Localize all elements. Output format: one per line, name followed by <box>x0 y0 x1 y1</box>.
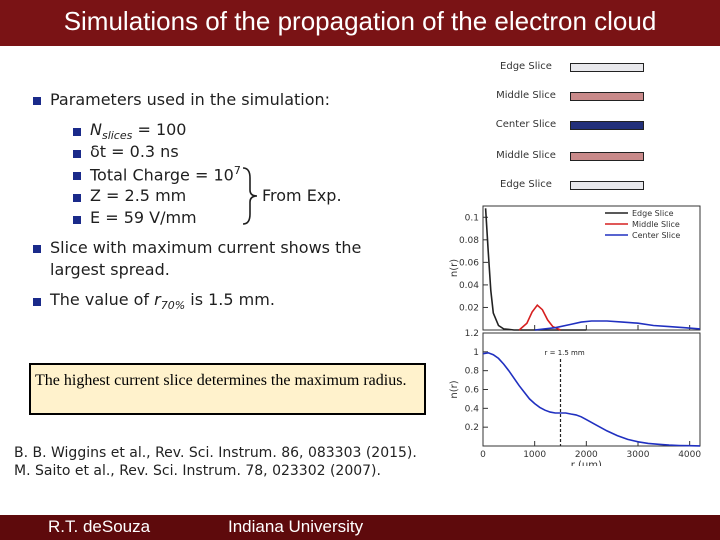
y-axis-label: n(r) <box>449 380 460 398</box>
y-tick-label: 0.1 <box>465 213 479 223</box>
density-charts: 0.1 0.08 0.06 0.04 0.02 n(r) Edge Slice Middle … <box>449 205 701 466</box>
bullet-marker <box>73 216 81 224</box>
y-tick-label: 0.06 <box>459 258 479 268</box>
y-axis-label: n(r) <box>449 259 460 277</box>
reference-2: M. Saito et al., Rev. Sci. Instrum. 78, … <box>14 463 381 479</box>
bullet-marker <box>73 128 81 136</box>
slice-legend: Edge Slice Middle Slice Center Slice Mid… <box>490 55 660 195</box>
x-tick-label: 4000 <box>678 450 701 460</box>
slice-bar-edge <box>570 181 644 190</box>
brace-label: From Exp. <box>262 186 342 205</box>
bullet-parameters: Parameters used in the simulation: <box>50 90 331 109</box>
x-tick-label: 1000 <box>523 450 546 460</box>
param-dt: δt = 0.3 ns <box>90 142 179 161</box>
bullet-max-current-line1: Slice with maximum current shows the <box>50 238 362 257</box>
bullet-marker <box>73 150 81 158</box>
slice-bar-middle <box>570 152 644 161</box>
series-line-3 <box>534 320 701 331</box>
slide-title: Simulations of the propagation of the el… <box>63 6 657 36</box>
y-tick-label: 0.08 <box>459 236 479 246</box>
y-tick-label: 0.2 <box>465 423 479 433</box>
y-tick-label: 1.2 <box>465 329 479 339</box>
brace-icon <box>242 167 258 225</box>
slice-bar-edge <box>570 63 644 72</box>
slice-label: Middle Slice <box>496 90 556 101</box>
series-line-1 <box>484 208 587 331</box>
slice-label: Middle Slice <box>496 150 556 161</box>
y-tick-label: 0.04 <box>459 281 479 291</box>
bullet-r70: The value of r70% is 1.5 mm. <box>50 290 275 313</box>
x-axis-label: r (μm) <box>571 460 602 466</box>
title-bar <box>0 0 720 46</box>
footer-bar <box>0 515 720 540</box>
x-tick-label: 0 <box>480 450 486 460</box>
plot-frame <box>482 332 701 447</box>
y-tick-label: 0.4 <box>465 404 480 414</box>
r70-annotation: r = 1.5 mm <box>545 349 585 357</box>
y-tick-label: 0.02 <box>459 303 479 313</box>
param-z: Z = 2.5 mm <box>90 186 187 205</box>
y-tick-label: 0.8 <box>465 367 480 377</box>
series-line-1 <box>482 351 701 447</box>
series-line-2 <box>518 304 561 331</box>
slice-label: Edge Slice <box>500 61 552 72</box>
bullet-marker <box>73 194 81 202</box>
footer-author: R.T. deSouza <box>48 517 151 536</box>
param-total-charge: Total Charge = 107 <box>90 164 241 185</box>
legend-label: Middle Slice <box>632 220 680 229</box>
bullet-marker <box>33 97 41 105</box>
param-nslices: Nslices = 100 <box>90 120 187 143</box>
x-tick-label: 3000 <box>627 450 650 460</box>
reference-1: B. B. Wiggins et al., Rev. Sci. Instrum.… <box>14 445 417 461</box>
callout-text: The highest current slice determines the… <box>35 372 407 389</box>
y-tick-label: 1 <box>473 348 479 358</box>
slice-label: Edge Slice <box>500 179 552 190</box>
legend-label: Center Slice <box>632 231 680 240</box>
param-e: E = 59 V/mm <box>90 208 197 227</box>
footer-institution: Indiana University <box>228 517 364 536</box>
legend-label: Edge Slice <box>632 209 674 218</box>
slice-bar-center <box>570 121 644 130</box>
plot-frame <box>482 205 701 331</box>
slice-bar-middle <box>570 92 644 101</box>
y-tick-label: 0.6 <box>465 386 480 396</box>
bullet-marker <box>73 172 81 180</box>
bullet-max-current-line2: largest spread. <box>50 260 170 279</box>
x-tick-label: 2000 <box>575 450 598 460</box>
bullet-marker <box>33 245 41 253</box>
slice-label: Center Slice <box>495 119 557 130</box>
bullet-marker <box>33 298 41 306</box>
callout-box: The highest current slice determines the… <box>29 363 426 415</box>
